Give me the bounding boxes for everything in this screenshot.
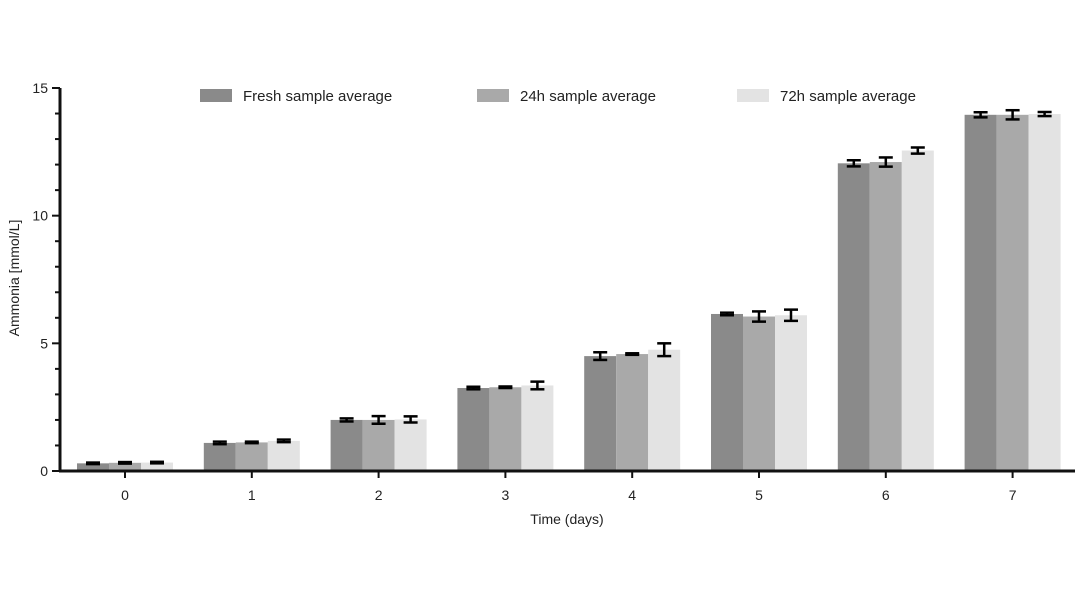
bar <box>996 114 1029 471</box>
legend-label: 24h sample average <box>520 88 656 105</box>
x-tick-label: 5 <box>755 487 763 503</box>
bar <box>1028 114 1061 471</box>
bar <box>109 462 141 471</box>
bar <box>869 162 902 471</box>
bar <box>521 385 554 471</box>
x-tick-label: 6 <box>882 487 890 503</box>
bar <box>775 315 807 471</box>
bar <box>203 442 236 471</box>
bar <box>743 316 775 471</box>
bar <box>267 440 300 471</box>
legend-swatch <box>200 89 232 102</box>
y-axis-title: Ammonia [mmol/L] <box>6 220 22 337</box>
bar <box>901 150 934 471</box>
bar <box>964 114 997 471</box>
x-tick-label: 1 <box>248 487 256 503</box>
legend: Fresh sample average 24h sample average 72… <box>200 88 916 105</box>
y-tick-label: 15 <box>32 80 48 96</box>
legend-label: 72h sample average <box>780 88 916 105</box>
bar <box>616 354 649 471</box>
bar <box>330 419 363 471</box>
bars <box>77 108 1061 471</box>
axes: Ammonia [mmol/L] Time (days) 0 5 10 15 0 1 2 3 4… <box>6 80 1075 527</box>
x-tick-label: 3 <box>502 487 510 503</box>
bar <box>141 462 173 471</box>
bar <box>457 388 490 471</box>
bar <box>362 419 395 471</box>
y-tick-label: 10 <box>32 208 48 224</box>
y-tick-label: 0 <box>40 463 48 479</box>
y-tick-label: 5 <box>40 335 48 351</box>
x-tick-label: 7 <box>1009 487 1017 503</box>
bar <box>489 387 522 471</box>
bar <box>648 349 681 471</box>
bar <box>77 463 109 471</box>
legend-label: Fresh sample average <box>243 88 392 105</box>
legend-swatch <box>737 89 769 102</box>
bar <box>235 442 268 471</box>
bar <box>711 313 743 471</box>
x-tick-label: 2 <box>375 487 383 503</box>
x-tick-label: 4 <box>628 487 636 503</box>
bar <box>837 163 870 471</box>
legend-swatch <box>477 89 509 102</box>
bar <box>584 356 617 471</box>
x-axis-title: Time (days) <box>530 511 603 527</box>
x-tick-label: 0 <box>121 487 129 503</box>
bar <box>394 419 427 471</box>
